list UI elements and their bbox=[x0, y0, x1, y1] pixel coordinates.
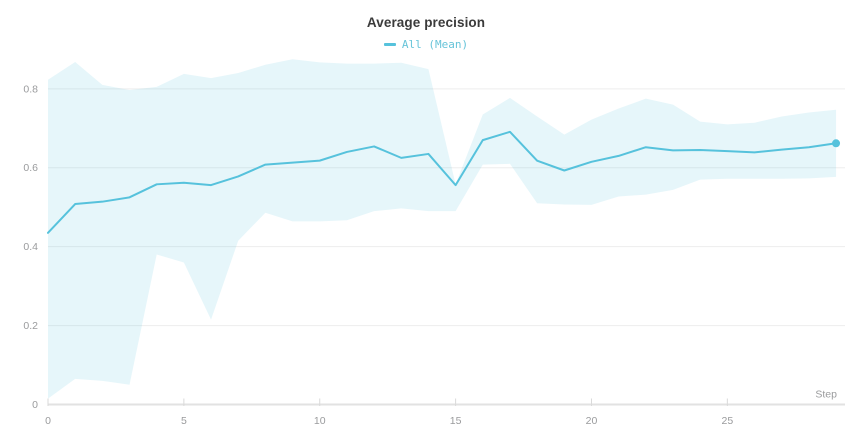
y-tick-label: 0.6 bbox=[23, 162, 38, 174]
y-tick-label: 0.2 bbox=[23, 320, 38, 332]
x-tick-label: 15 bbox=[450, 415, 462, 427]
y-tick-label: 0.4 bbox=[23, 241, 38, 253]
last-point-marker[interactable] bbox=[832, 139, 841, 148]
x-tick-label: 25 bbox=[721, 415, 733, 427]
x-tick-label: 0 bbox=[45, 415, 51, 427]
legend-label: All (Mean) bbox=[401, 38, 469, 51]
y-tick-label: 0.8 bbox=[23, 83, 38, 95]
x-tick-label: 5 bbox=[181, 415, 187, 427]
x-tick-label: 10 bbox=[314, 415, 326, 427]
chart-title: Average precision bbox=[366, 15, 486, 30]
legend-line-swatch-icon bbox=[383, 43, 396, 46]
chart-legend[interactable]: All (Mean) bbox=[0, 36, 852, 51]
x-tick-label: 20 bbox=[586, 415, 598, 427]
x-axis-title: Step bbox=[815, 389, 837, 401]
mean-line[interactable] bbox=[47, 130, 838, 234]
legend-item[interactable]: All (Mean) bbox=[383, 38, 469, 51]
confidence-band bbox=[48, 59, 837, 399]
y-tick-label: 0 bbox=[32, 399, 38, 411]
